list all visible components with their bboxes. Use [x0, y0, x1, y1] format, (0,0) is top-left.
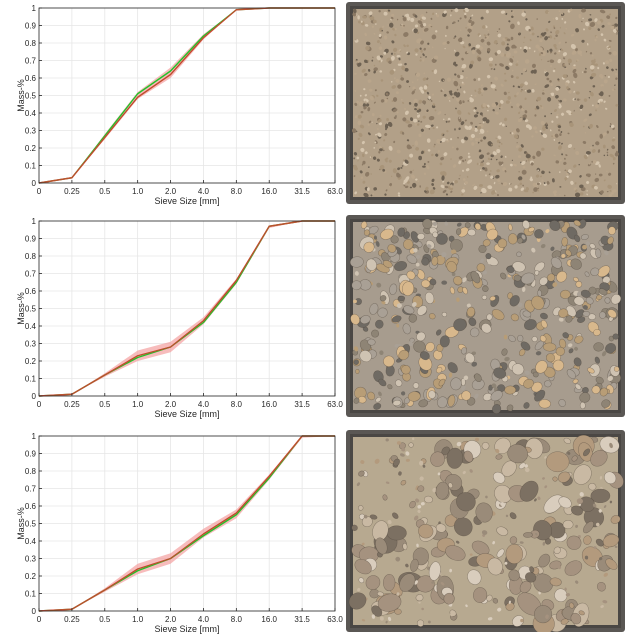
x-axis-label: Sieve Size [mm]: [154, 196, 219, 206]
x-tick-label: 0: [37, 187, 42, 196]
x-tick-label: 0.25: [64, 187, 80, 196]
x-tick-label: 4.0: [198, 400, 210, 409]
y-tick-label: 0.2: [25, 357, 37, 366]
y-tick-label: 1: [32, 4, 37, 13]
x-tick-label: 31.5: [294, 615, 310, 624]
y-tick-label: 0.8: [25, 252, 37, 261]
y-tick-label: 0.3: [25, 555, 37, 564]
series-overlap-line: [38, 435, 335, 612]
aggregate-sample-photo: [346, 215, 625, 417]
coarse-gravel-photo-icon: [346, 430, 625, 632]
y-tick-label: 0.7: [25, 485, 37, 494]
aggregate-sample-photo: [346, 2, 625, 204]
x-tick-label: 1.0: [132, 400, 144, 409]
y-axis-label: Mass-%: [16, 507, 26, 540]
x-tick-label: 4.0: [198, 187, 210, 196]
chart-row-1: 0 0.25 0.5 1.0 2.0 4.0 8.0 16.0 31.5 63.0 0 0.1 0.2 0…: [0, 0, 630, 206]
x-tick-label: 0.25: [64, 615, 80, 624]
y-tick-label: 0: [32, 392, 37, 401]
stones: [349, 218, 622, 414]
y-tick-label: 0.7: [25, 57, 37, 66]
grading-curve-chart: 0 0.25 0.5 1.0 2.0 4.0 8.0 16.0 31.5 63.0 0 0.1 0.2 0…: [16, 432, 343, 634]
x-tick-label: 0.5: [99, 400, 111, 409]
y-tick-label: 1: [32, 217, 37, 226]
y-tick-label: 0: [32, 179, 37, 188]
x-tick-label: 0.25: [64, 400, 80, 409]
y-tick-label: 0.4: [25, 537, 37, 546]
x-tick-label: 16.0: [261, 187, 277, 196]
y-tick-label: 0.9: [25, 450, 37, 459]
y-axis-label: Mass-%: [16, 292, 26, 325]
x-tick-label: 63.0: [327, 187, 343, 196]
chart-row-3: 0 0.25 0.5 1.0 2.0 4.0 8.0 16.0 31.5 63.0 0 0.1 0.2 0…: [0, 428, 630, 634]
series-overlap-line: [38, 220, 335, 397]
y-tick-label: 0.4: [25, 109, 37, 118]
y-tick-label: 1: [32, 432, 37, 441]
x-tick-label: 8.0: [231, 187, 243, 196]
y-tick-label: 0.2: [25, 572, 37, 581]
y-tick-label: 0.6: [25, 502, 37, 511]
x-axis-label: Sieve Size [mm]: [154, 409, 219, 419]
x-tick-label: 1.0: [132, 615, 144, 624]
x-tick-label: 2.0: [165, 615, 177, 624]
chart-row-2: 0 0.25 0.5 1.0 2.0 4.0 8.0 16.0 31.5 63.0 0 0.1 0.2 0…: [0, 213, 630, 419]
x-tick-label: 0: [37, 400, 42, 409]
x-tick-label: 8.0: [231, 615, 243, 624]
x-tick-label: 2.0: [165, 187, 177, 196]
x-tick-label: 0.5: [99, 615, 111, 624]
x-tick-label: 0: [37, 615, 42, 624]
y-tick-label: 0.1: [25, 162, 37, 171]
y-tick-label: 0.6: [25, 74, 37, 83]
x-tick-label: 1.0: [132, 187, 144, 196]
y-tick-label: 0.2: [25, 144, 37, 153]
y-tick-label: 0.8: [25, 39, 37, 48]
y-tick-label: 0.5: [25, 92, 37, 101]
x-tick-label: 8.0: [231, 400, 243, 409]
x-tick-label: 31.5: [294, 187, 310, 196]
y-tick-label: 0.3: [25, 127, 37, 136]
y-tick-label: 0.1: [25, 590, 37, 599]
x-tick-label: 0.5: [99, 187, 111, 196]
x-tick-label: 63.0: [327, 400, 343, 409]
x-tick-label: 63.0: [327, 615, 343, 624]
medium-gravel-photo-icon: [346, 215, 625, 417]
stones: [348, 434, 624, 632]
y-tick-label: 0.8: [25, 467, 37, 476]
grading-curve-chart: 0 0.25 0.5 1.0 2.0 4.0 8.0 16.0 31.5 63.0 0 0.1 0.2 0…: [16, 4, 343, 206]
aggregate-sample-photo: [346, 430, 625, 632]
y-tick-label: 0.5: [25, 305, 37, 314]
y-tick-label: 0.9: [25, 22, 37, 31]
y-axis-label: Mass-%: [16, 79, 26, 112]
y-tick-label: 0.7: [25, 270, 37, 279]
y-tick-label: 0.3: [25, 340, 37, 349]
x-tick-label: 2.0: [165, 400, 177, 409]
sand-fine-gravel-photo-icon: [346, 2, 625, 204]
y-tick-label: 0.5: [25, 520, 37, 529]
stones: [352, 7, 619, 198]
y-tick-label: 0.1: [25, 375, 37, 384]
x-axis-label: Sieve Size [mm]: [154, 624, 219, 634]
x-tick-label: 16.0: [261, 400, 277, 409]
y-tick-label: 0.4: [25, 322, 37, 331]
x-tick-label: 31.5: [294, 400, 310, 409]
grading-curve-chart: 0 0.25 0.5 1.0 2.0 4.0 8.0 16.0 31.5 63.0 0 0.1 0.2 0…: [16, 217, 343, 419]
x-tick-label: 4.0: [198, 615, 210, 624]
x-tick-label: 16.0: [261, 615, 277, 624]
y-tick-label: 0.9: [25, 235, 37, 244]
y-tick-label: 0: [32, 607, 37, 616]
y-tick-label: 0.6: [25, 287, 37, 296]
